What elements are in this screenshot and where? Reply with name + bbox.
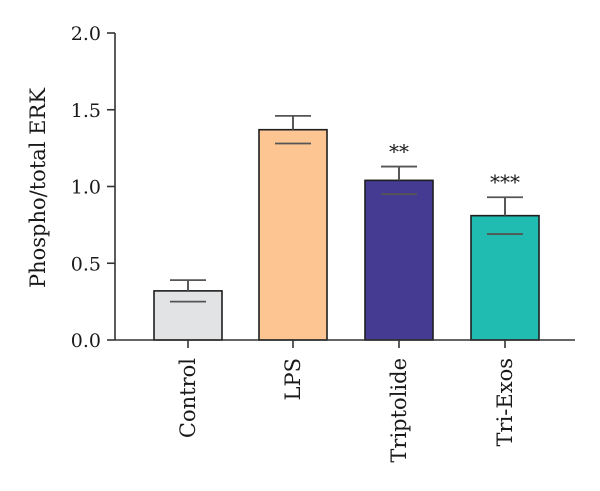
y-tick-label: 1.5 [71, 100, 101, 122]
x-tick-label: Control [176, 358, 200, 438]
axes [114, 33, 575, 341]
y-tick-label: 0.5 [71, 253, 101, 275]
significance-label: ** [389, 140, 409, 164]
y-axis-title: Phospho/total ERK [26, 88, 50, 288]
significance-label: *** [490, 170, 520, 194]
y-tick-label: 2.0 [71, 23, 101, 45]
x-axis-labels: Control LPS Triptolide Tri-Exos [176, 340, 517, 463]
bar-control [153, 290, 223, 341]
bars: ***** [153, 114, 540, 341]
bar-lps [258, 128, 328, 341]
x-tick-label: Tri-Exos [493, 358, 517, 446]
y-tick-label: 1.0 [71, 177, 101, 199]
x-tick-label: Triptolide [387, 358, 411, 463]
y-axis-ticks: 0.0 0.5 1.0 1.5 2.0 [71, 23, 115, 352]
x-tick-label: LPS [281, 358, 305, 400]
bar-triptolide [364, 179, 434, 341]
y-tick-label: 0.0 [71, 330, 101, 352]
